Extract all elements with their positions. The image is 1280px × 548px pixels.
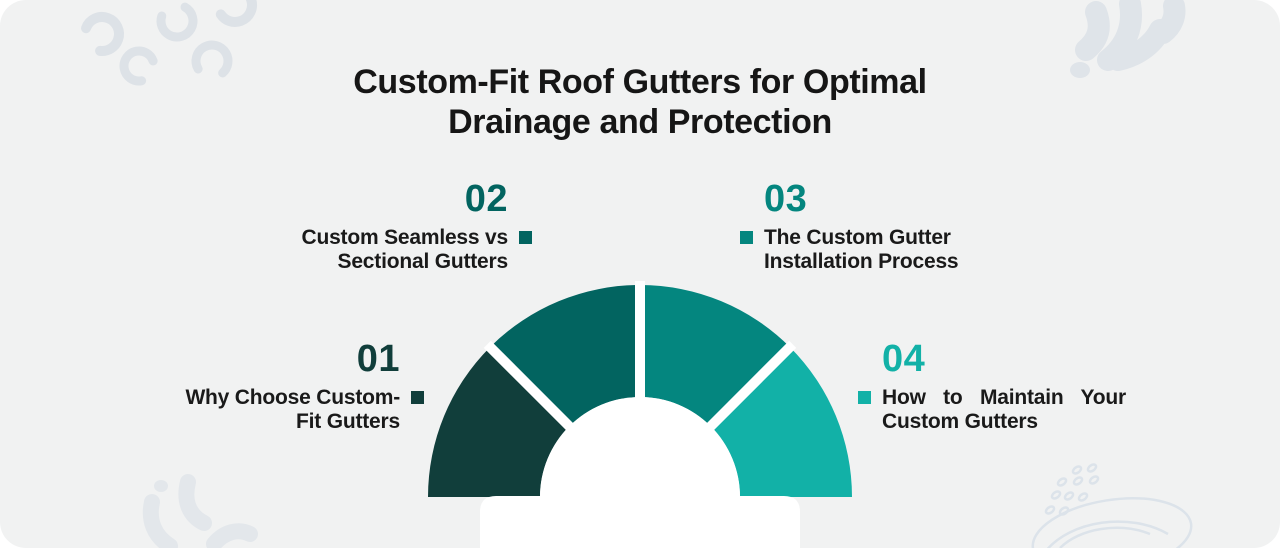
item-number: 02 (464, 178, 508, 220)
item-label: Custom Seamless vs Sectional Gutters (301, 226, 508, 273)
square-bullet-icon (740, 231, 753, 244)
list-item-03: 03 The Custom Gutter Installation Proces… (740, 178, 959, 274)
item-number: 04 (882, 338, 926, 380)
item-label: The Custom Gutter Installation Process (764, 226, 959, 273)
list-item-04: 04 How to Maintain Your Custom Gutters (858, 338, 1126, 434)
list-item-01: 01 Why Choose Custom- Fit Gutters (185, 338, 424, 434)
fan-segment-4 (710, 347, 852, 497)
item-label: Why Choose Custom- Fit Gutters (185, 386, 400, 433)
square-bullet-icon (519, 231, 532, 244)
item-label: How to Maintain Your Custom Gutters (882, 386, 1126, 433)
item-number: 01 (356, 338, 400, 380)
list-item-02: 02 Custom Seamless vs Sectional Gutters (301, 178, 532, 274)
page-title: Custom-Fit Roof Gutters for Optimal Drai… (353, 63, 927, 141)
item-number: 03 (764, 178, 808, 220)
fan-segment-3 (640, 285, 790, 427)
fan-separators (483, 281, 797, 433)
fan-segment-2 (490, 285, 640, 427)
fan-base-card (480, 496, 800, 548)
square-bullet-icon (858, 391, 871, 404)
square-bullet-icon (411, 391, 424, 404)
fan-segment-1 (428, 347, 570, 497)
